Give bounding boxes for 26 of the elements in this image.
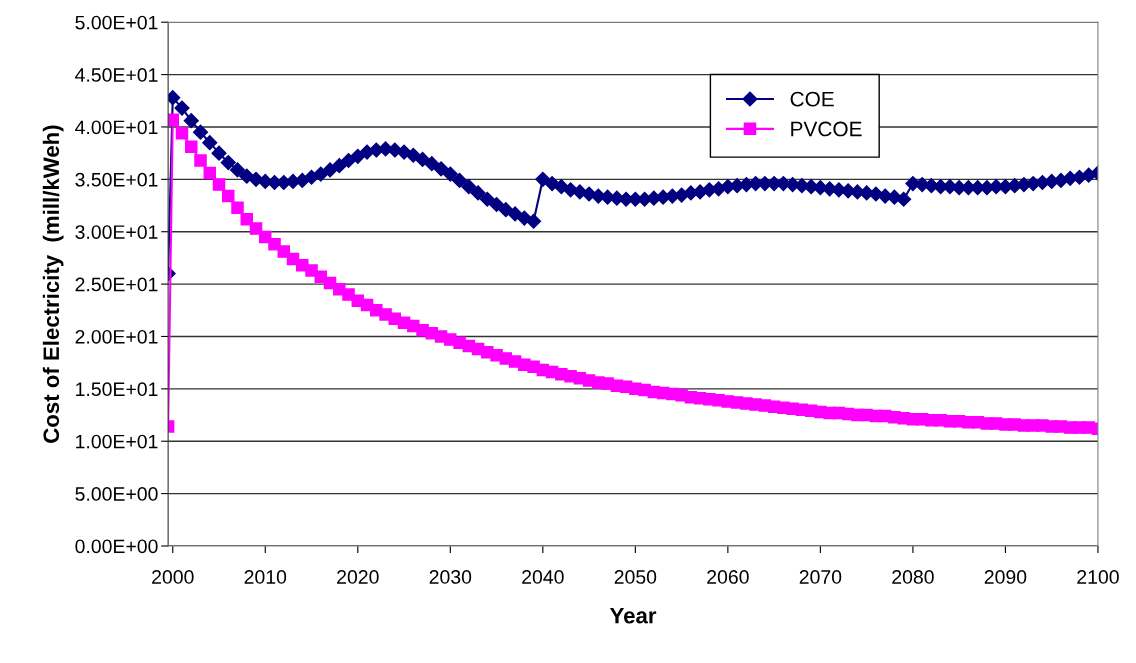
y-tick-label: 3.50E+01 (75, 172, 158, 187)
x-axis-title: Year (609, 607, 657, 624)
y-tick-label: 2.50E+01 (75, 277, 158, 292)
x-tick-label: 2070 (799, 570, 842, 584)
x-tick-label: 2000 (152, 570, 194, 584)
legend-label: COE (790, 91, 834, 107)
x-tick-label: 2080 (892, 570, 934, 584)
legend-label: PVCOE (791, 121, 862, 137)
y-axis-title: Cost of Electricity (mill/kWeh) (42, 125, 64, 443)
x-tick-label: 2010 (244, 570, 287, 584)
x-tick-label: 2060 (707, 570, 749, 584)
y-tick-label: 5.00E+01 (75, 15, 158, 30)
y-tick-label: 0.00E+00 (75, 539, 158, 554)
y-tick-label: 2.00E+01 (75, 329, 158, 344)
x-tick-label: 2030 (429, 570, 472, 584)
x-tick-label: 2040 (522, 570, 564, 584)
x-tick-label: 2020 (337, 570, 379, 584)
y-tick-label: 4.00E+01 (75, 120, 158, 135)
x-tick-label: 2090 (984, 570, 1027, 584)
x-tick-label: 2050 (614, 570, 657, 584)
y-tick-label: 3.00E+01 (75, 225, 158, 239)
y-tick-label: 5.00E+00 (75, 487, 158, 501)
y-tick-label: 1.00E+01 (76, 434, 158, 449)
y-tick-label: 1.50E+01 (76, 382, 158, 397)
y-tick-label: 4.50E+01 (75, 68, 158, 82)
x-tick-label: 2100 (1077, 570, 1119, 584)
